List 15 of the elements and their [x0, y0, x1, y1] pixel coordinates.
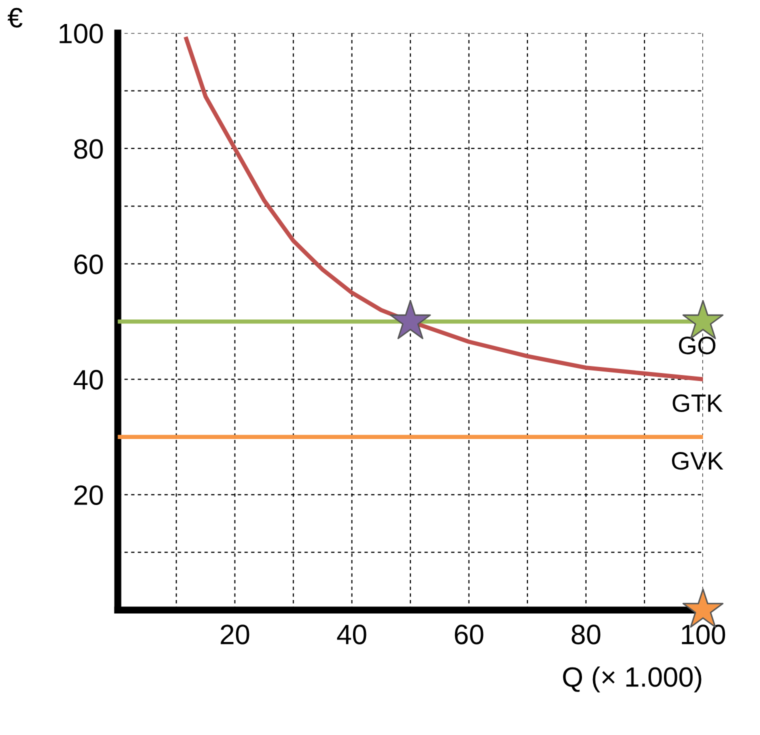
series-label: GVK — [672, 452, 724, 470]
x-axis-title: Q (× 1.000) — [563, 666, 702, 692]
y-axis-title: € — [8, 8, 22, 28]
x-tick-label: 80 — [572, 624, 600, 644]
x-tick-label: 20 — [220, 624, 250, 644]
x-tick-label: 40 — [337, 624, 366, 644]
y-tick-label: 20 — [74, 485, 103, 505]
y-tick-label: 80 — [74, 139, 103, 159]
y-tick-label: 60 — [74, 254, 103, 274]
series-label: GTK — [672, 394, 723, 412]
x-tick-label: 60 — [454, 624, 484, 644]
x-tick-label: 100 — [682, 624, 726, 644]
y-tick-label: 40 — [74, 370, 103, 390]
y-tick-label: 100 — [60, 24, 103, 44]
series-label: GO — [678, 336, 716, 354]
